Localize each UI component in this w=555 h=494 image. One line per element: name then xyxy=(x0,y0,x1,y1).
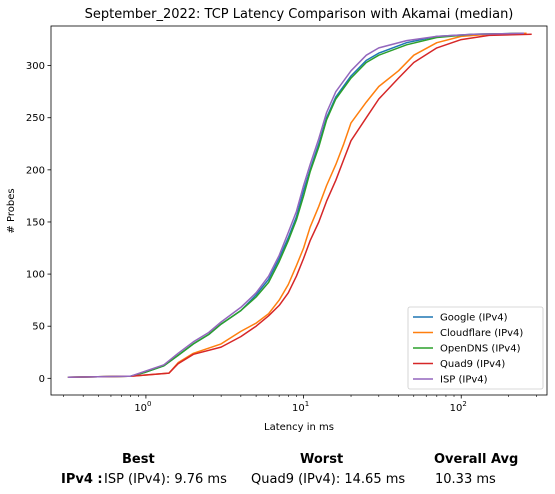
axes: 0 50 100 150 200 250 300 100 101 102 xyxy=(26,25,548,414)
best-value: ISP (IPv4): 9.76 ms xyxy=(104,472,227,487)
series-line-1 xyxy=(67,32,527,379)
y-tick-label: 300 xyxy=(26,61,45,72)
legend: Google (IPv4) Cloudflare (IPv4) OpenDNS (I… xyxy=(407,306,544,390)
latency-chart: September_2022: TCP Latency Comparison w… xyxy=(6,7,548,433)
ipv4-row-label: IPv4 : xyxy=(61,472,103,487)
best-header: Best xyxy=(122,452,155,467)
overall-avg-header: Overall Avg xyxy=(434,452,519,467)
x-tick-label: 102 xyxy=(450,400,467,414)
legend-label: Google (IPv4) xyxy=(440,313,508,324)
plot-frame xyxy=(50,25,548,396)
series-line-3 xyxy=(67,33,532,379)
y-tick-label: 0 xyxy=(39,374,45,385)
y-tick-label: 150 xyxy=(26,217,45,228)
legend-label: Quad9 (IPv4) xyxy=(440,359,505,370)
chart-title: September_2022: TCP Latency Comparison w… xyxy=(85,7,514,22)
y-tick-label: 250 xyxy=(26,113,45,124)
legend-box xyxy=(407,306,544,390)
worst-header: Worst xyxy=(300,452,344,467)
legend-label: OpenDNS (IPv4) xyxy=(440,344,521,355)
legend-label: Cloudflare (IPv4) xyxy=(440,328,523,339)
worst-value: Quad9 (IPv4): 14.65 ms xyxy=(251,472,406,487)
series-line-2 xyxy=(67,32,525,379)
overall-avg-value: 10.33 ms xyxy=(435,472,496,487)
y-tick-label: 100 xyxy=(26,270,45,281)
y-axis-label: # Probes xyxy=(6,188,17,233)
legend-label: ISP (IPv4) xyxy=(440,375,488,386)
y-tick-label: 200 xyxy=(26,165,45,176)
x-tick-label: 101 xyxy=(292,400,309,414)
x-axis-label: Latency in ms xyxy=(264,422,334,433)
series-line-4 xyxy=(67,32,525,379)
y-tick-label: 50 xyxy=(32,322,45,333)
plot-area xyxy=(67,32,532,379)
x-tick-label: 100 xyxy=(134,400,151,414)
